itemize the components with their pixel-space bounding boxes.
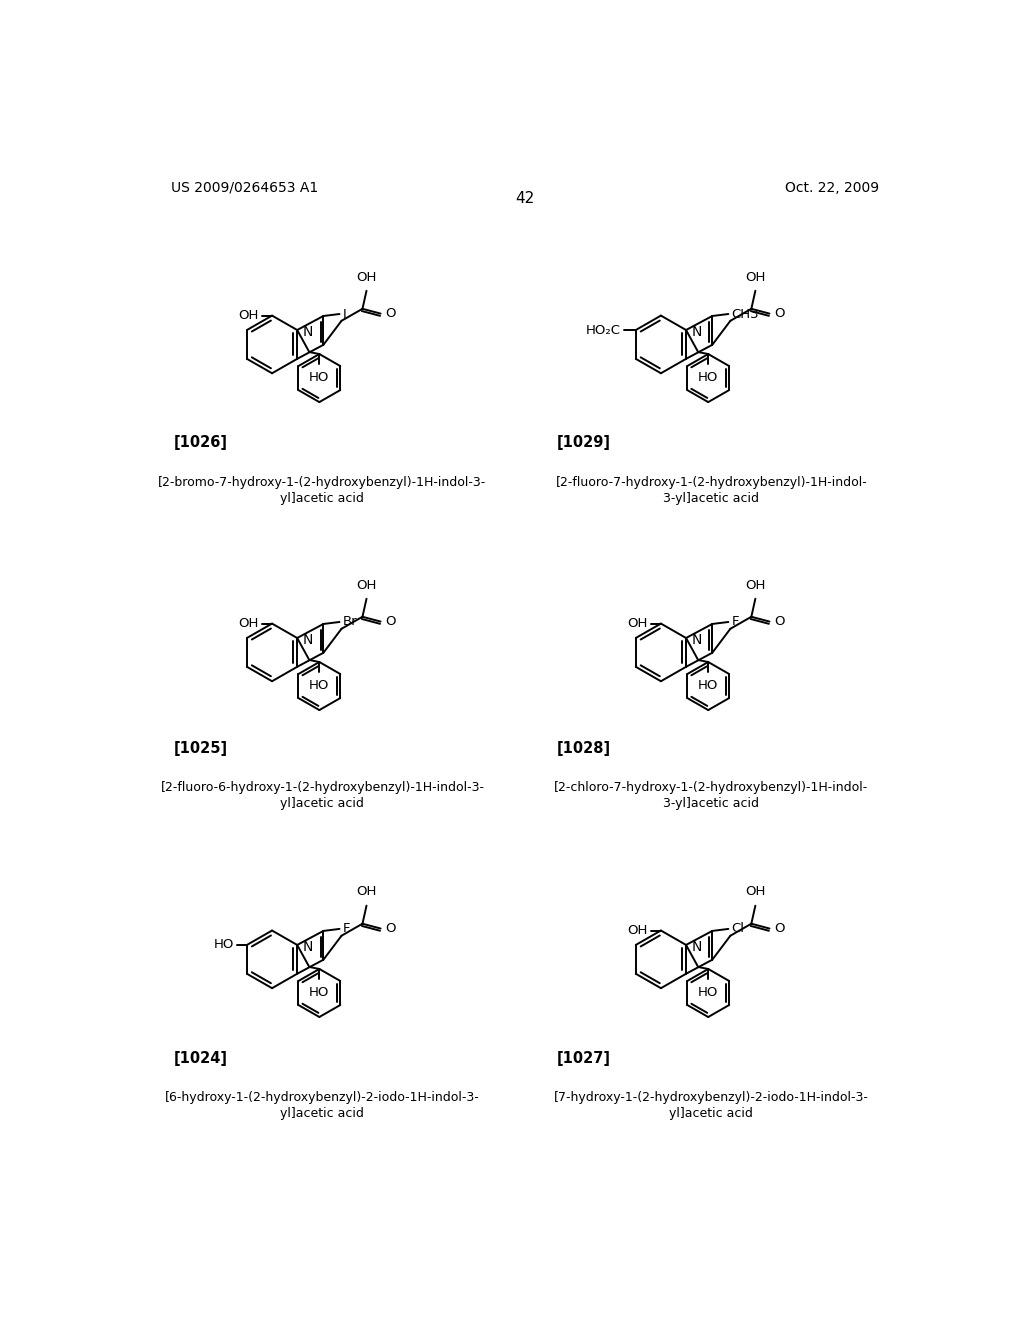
Text: HO: HO [309,680,330,692]
Text: [1028]: [1028] [557,741,610,756]
Text: 42: 42 [515,191,535,206]
Text: HO: HO [309,371,330,384]
Text: [2-fluoro-6-hydroxy-1-(2-hydroxybenzyl)-1H-indol-3-
yl]acetic acid: [2-fluoro-6-hydroxy-1-(2-hydroxybenzyl)-… [161,781,484,810]
Text: Cl: Cl [731,923,744,936]
Text: [7-hydroxy-1-(2-hydroxybenzyl)-2-iodo-1H-indol-3-
yl]acetic acid: [7-hydroxy-1-(2-hydroxybenzyl)-2-iodo-1H… [554,1092,868,1121]
Text: HO: HO [698,986,719,999]
Text: HO: HO [698,371,719,384]
Text: [1027]: [1027] [557,1051,610,1065]
Text: O: O [385,308,396,321]
Text: US 2009/0264653 A1: US 2009/0264653 A1 [171,181,317,194]
Text: N: N [303,325,313,339]
Text: I: I [343,308,346,321]
Text: OH: OH [356,578,377,591]
Text: OH: OH [628,616,647,630]
Text: HO: HO [309,986,330,999]
Text: OH: OH [239,309,259,322]
Text: O: O [774,308,784,321]
Text: [1026]: [1026] [174,434,228,450]
Text: OH: OH [356,271,377,284]
Text: OH: OH [745,271,766,284]
Text: N: N [303,634,313,647]
Text: OH: OH [239,616,259,630]
Text: [2-chloro-7-hydroxy-1-(2-hydroxybenzyl)-1H-indol-
3-yl]acetic acid: [2-chloro-7-hydroxy-1-(2-hydroxybenzyl)-… [554,781,868,810]
Text: HO₂C: HO₂C [586,323,621,337]
Text: [1025]: [1025] [174,741,228,756]
Text: OH: OH [628,924,647,937]
Text: [1024]: [1024] [174,1051,228,1065]
Text: N: N [303,940,313,954]
Text: O: O [385,615,396,628]
Text: OH: OH [356,886,377,899]
Text: OH: OH [745,578,766,591]
Text: OH: OH [745,886,766,899]
Text: Oct. 22, 2009: Oct. 22, 2009 [784,181,879,194]
Text: O: O [774,923,784,935]
Text: F: F [343,923,350,936]
Text: HO: HO [213,939,233,952]
Text: N: N [691,940,702,954]
Text: [2-bromo-7-hydroxy-1-(2-hydroxybenzyl)-1H-indol-3-
yl]acetic acid: [2-bromo-7-hydroxy-1-(2-hydroxybenzyl)-1… [159,475,486,504]
Text: [6-hydroxy-1-(2-hydroxybenzyl)-2-iodo-1H-indol-3-
yl]acetic acid: [6-hydroxy-1-(2-hydroxybenzyl)-2-iodo-1H… [165,1092,480,1121]
Text: F: F [731,615,739,628]
Text: HO: HO [698,680,719,692]
Text: N: N [691,325,702,339]
Text: [2-fluoro-7-hydroxy-1-(2-hydroxybenzyl)-1H-indol-
3-yl]acetic acid: [2-fluoro-7-hydroxy-1-(2-hydroxybenzyl)-… [555,475,867,504]
Text: O: O [774,615,784,628]
Text: N: N [691,634,702,647]
Text: O: O [385,923,396,935]
Text: Br: Br [343,615,357,628]
Text: [1029]: [1029] [557,434,610,450]
Text: CH3: CH3 [731,308,759,321]
